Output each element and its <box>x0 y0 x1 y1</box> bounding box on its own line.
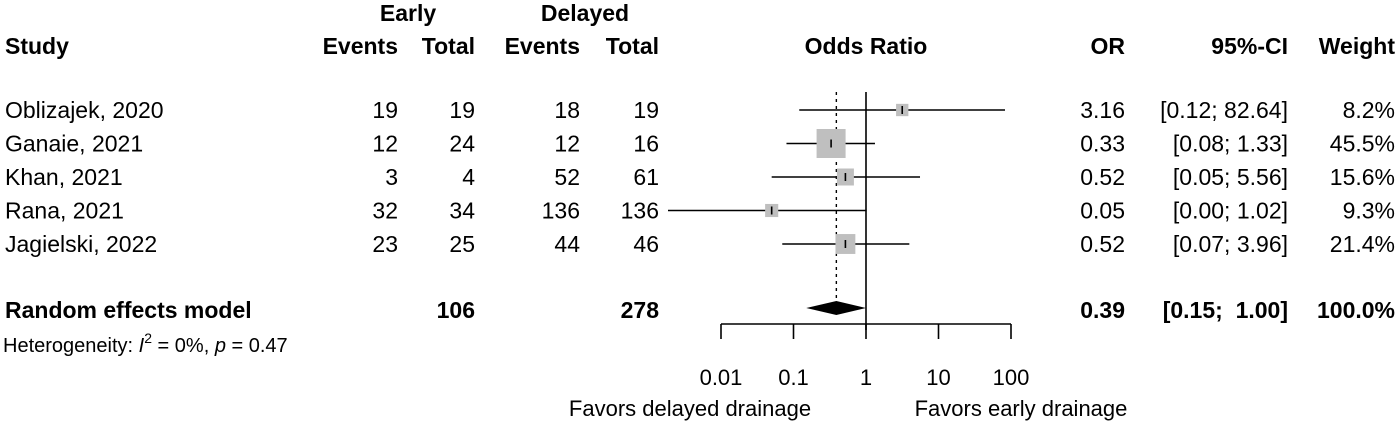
pooled-weight: 100.0% <box>1317 297 1395 323</box>
delayed-events: 12 <box>554 131 580 157</box>
delayed-events: 44 <box>554 231 580 257</box>
early-total: 34 <box>449 198 475 224</box>
favors-right-label: Favors early drainage <box>915 396 1128 421</box>
study-ci: [0.00; 1.02] <box>1173 198 1288 224</box>
header-odds-ratio: Odds Ratio <box>805 33 928 59</box>
header-early-total: Total <box>422 33 475 59</box>
x-axis-tick-label: 100 <box>993 365 1030 390</box>
heterogeneity-prefix: Heterogeneity: <box>3 335 139 357</box>
study-weight: 21.4% <box>1330 231 1395 257</box>
study-or: 0.33 <box>1080 131 1125 157</box>
early-events: 32 <box>372 198 398 224</box>
early-events: 12 <box>372 131 398 157</box>
early-total: 25 <box>449 231 475 257</box>
study-ci: [0.08; 1.33] <box>1173 131 1288 157</box>
study-rows: Oblizajek, 2020 19 19 18 19 3.16 [0.12; 82.64]… <box>5 97 1395 257</box>
plot-area: 0.01 0.1 1 10 100 <box>668 92 1029 390</box>
delayed-events: 52 <box>554 164 580 190</box>
study-name: Rana, 2021 <box>5 198 124 224</box>
heterogeneity-i-value: = 0%, <box>152 335 215 357</box>
study-or: 3.16 <box>1080 97 1125 123</box>
study-weight: 15.6% <box>1330 164 1395 190</box>
header-study: Study <box>5 33 69 59</box>
delayed-events: 136 <box>542 198 580 224</box>
study-weight: 8.2% <box>1343 97 1395 123</box>
delayed-events: 18 <box>554 97 580 123</box>
early-total: 24 <box>449 131 475 157</box>
study-weight: 45.5% <box>1330 131 1395 157</box>
heterogeneity-p-symbol: p <box>214 335 226 357</box>
header-delayed: Delayed <box>541 0 629 26</box>
pooled-diamond <box>806 301 866 315</box>
header-delayed-events: Events <box>505 33 580 59</box>
study-name: Jagielski, 2022 <box>5 231 157 257</box>
study-ci: [0.12; 82.64] <box>1160 97 1288 123</box>
study-name: Ganaie, 2021 <box>5 131 143 157</box>
study-or: 0.05 <box>1080 198 1125 224</box>
early-total: 4 <box>462 164 475 190</box>
study-or: 0.52 <box>1080 231 1125 257</box>
study-name: Khan, 2021 <box>5 164 123 190</box>
header-or: OR <box>1091 33 1126 59</box>
x-axis-tick-label: 0.01 <box>700 365 743 390</box>
header-ci: 95%-CI <box>1211 33 1288 59</box>
heterogeneity-i-symbol: I <box>139 335 145 357</box>
pooled-ci: [0.15; 1.00] <box>1163 297 1288 323</box>
early-events: 3 <box>385 164 398 190</box>
pooled-early-total: 106 <box>437 297 475 323</box>
delayed-total: 16 <box>633 131 659 157</box>
study-name: Oblizajek, 2020 <box>5 97 164 123</box>
header-delayed-total: Total <box>606 33 659 59</box>
x-axis-tick-label: 0.1 <box>778 365 809 390</box>
favors-left-label: Favors delayed drainage <box>569 396 811 421</box>
header-early: Early <box>380 0 436 26</box>
study-or: 0.52 <box>1080 164 1125 190</box>
study-ci: [0.05; 5.56] <box>1173 164 1288 190</box>
header-weight: Weight <box>1319 33 1396 59</box>
pooled-or: 0.39 <box>1080 297 1125 323</box>
study-ci: [0.07; 3.96] <box>1173 231 1288 257</box>
early-total: 19 <box>449 97 475 123</box>
heterogeneity-p-value: = 0.47 <box>226 335 288 357</box>
delayed-total: 61 <box>633 164 659 190</box>
header-early-events: Events <box>323 33 398 59</box>
heterogeneity-text: Heterogeneity: I2 = 0%, p = 0.47 <box>3 330 288 357</box>
x-axis-tick-label: 10 <box>926 365 950 390</box>
delayed-total: 19 <box>633 97 659 123</box>
early-events: 19 <box>372 97 398 123</box>
pooled-delayed-total: 278 <box>621 297 660 323</box>
early-events: 23 <box>372 231 398 257</box>
delayed-total: 46 <box>633 231 659 257</box>
pooled-label: Random effects model <box>5 297 252 323</box>
delayed-total: 136 <box>621 198 659 224</box>
x-axis-tick-label: 1 <box>860 365 872 390</box>
heterogeneity-i-superscript: 2 <box>144 330 152 346</box>
study-weight: 9.3% <box>1343 198 1395 224</box>
